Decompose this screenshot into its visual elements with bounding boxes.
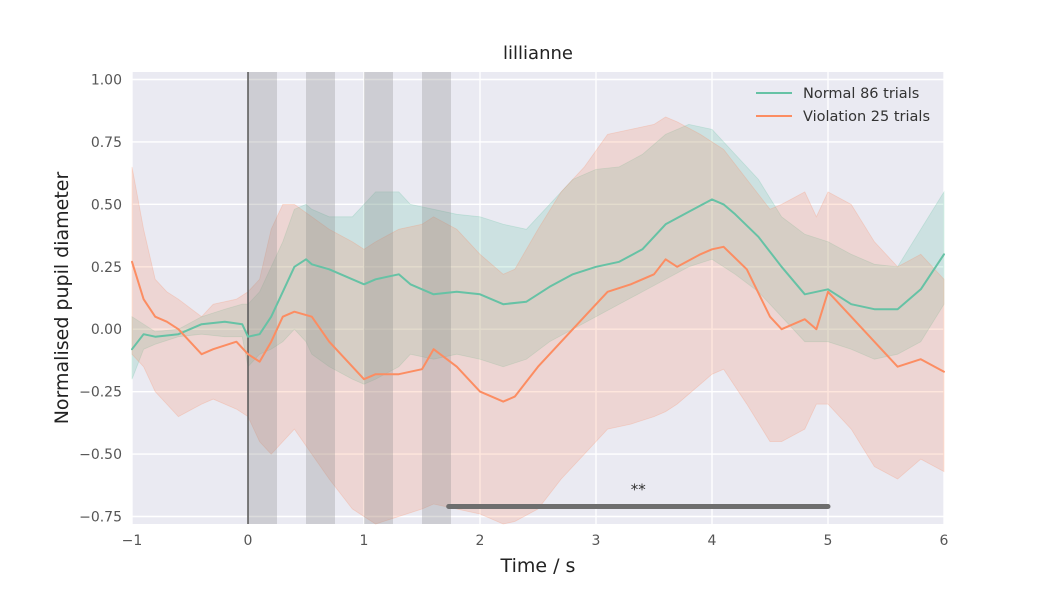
grid-lines	[131, 72, 945, 524]
x-axis-label: Time / s	[500, 555, 576, 577]
y-tick-label: −0.25	[79, 385, 122, 401]
y-tick-label: 0.25	[91, 260, 122, 276]
x-tick-label: 0	[244, 533, 253, 549]
y-tick-label: 0.50	[91, 197, 122, 213]
shaded-interval	[364, 72, 393, 524]
legend-label-violation: Violation 25 trials	[803, 109, 930, 125]
shaded-interval	[306, 72, 335, 524]
x-tick-label: −1	[122, 533, 143, 549]
y-axis-label: Normalised pupil diameter	[51, 172, 73, 425]
x-tick-label: 3	[592, 533, 601, 549]
y-tick-label: 0.00	[91, 322, 122, 338]
plot-background	[132, 72, 944, 524]
y-axis-ticks: −0.75 −0.50 −0.25 0.00 0.25 0.50 0.75 1.00	[79, 72, 122, 525]
x-tick-label: 6	[940, 533, 949, 549]
y-tick-label: −0.50	[79, 447, 122, 463]
legend-label-normal: Normal 86 trials	[803, 86, 919, 102]
x-tick-label: 1	[360, 533, 369, 549]
normal-confidence-band	[131, 123, 945, 385]
shaded-interval	[248, 72, 277, 524]
chart-title: lillianne	[503, 43, 573, 64]
x-tick-label: 5	[824, 533, 833, 549]
significance-label: **	[631, 481, 647, 499]
violation-series-line	[131, 245, 945, 403]
y-tick-label: 0.75	[91, 135, 122, 151]
x-tick-label: 2	[476, 533, 485, 549]
shaded-interval	[422, 72, 451, 524]
legend: Normal 86 trials Violation 25 trials	[756, 86, 930, 125]
shaded-intervals	[248, 72, 451, 524]
x-tick-label: 4	[708, 533, 717, 549]
y-tick-label: −0.75	[79, 510, 122, 526]
y-tick-label: 1.00	[91, 72, 122, 88]
x-axis-ticks: −1 0 1 2 3 4 5 6	[122, 533, 949, 549]
normal-series-line	[131, 198, 945, 351]
significance-annotation: **	[446, 481, 831, 510]
series-lines	[131, 198, 945, 403]
